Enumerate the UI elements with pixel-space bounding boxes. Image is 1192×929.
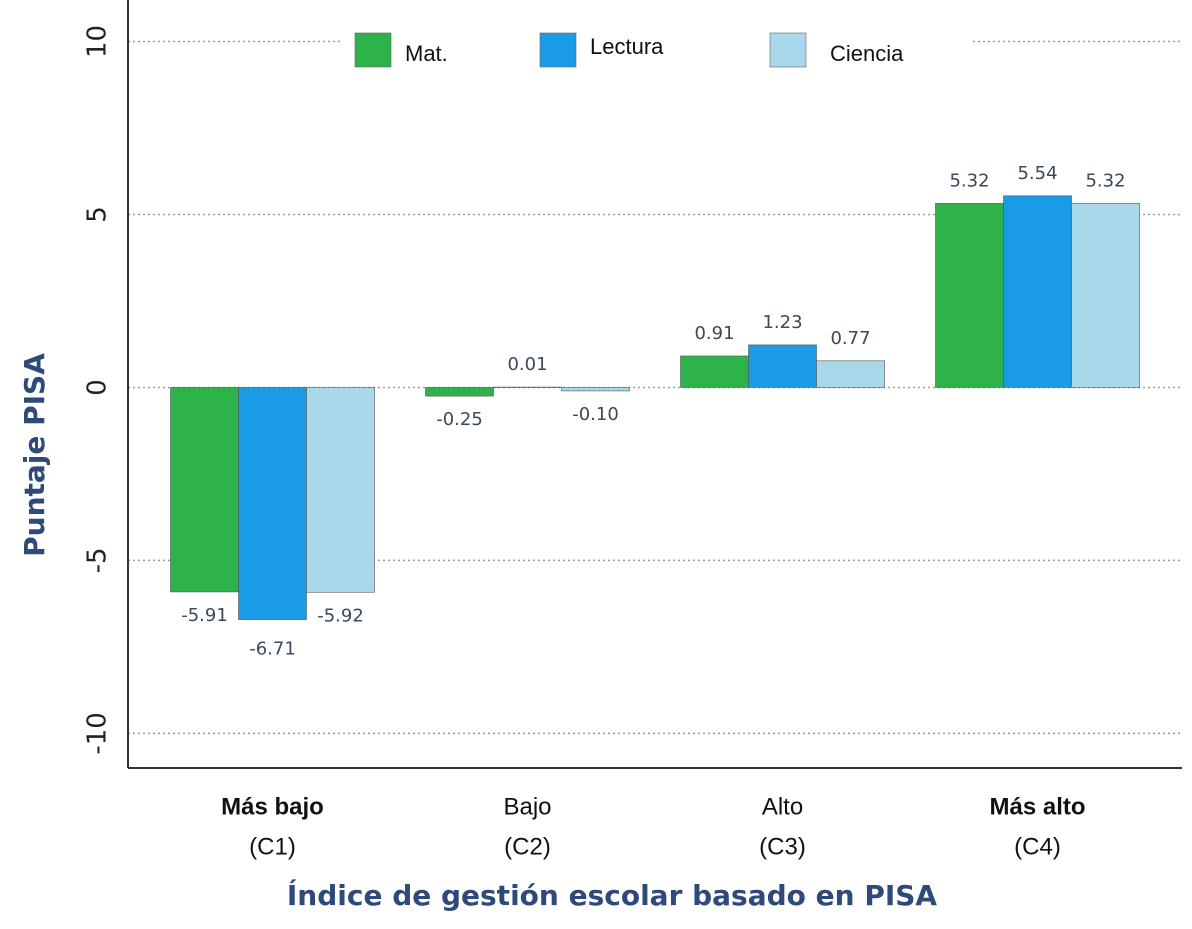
value-label: -0.10 bbox=[572, 404, 619, 425]
bar bbox=[749, 345, 817, 388]
value-label: 0.91 bbox=[694, 323, 734, 344]
bar bbox=[936, 203, 1004, 387]
x-tick-label: Bajo bbox=[503, 793, 551, 820]
x-tick-code: (C3) bbox=[759, 833, 806, 860]
x-tick-code: (C2) bbox=[504, 833, 551, 860]
bar bbox=[817, 361, 885, 388]
legend-swatch bbox=[540, 33, 576, 67]
value-label: -6.71 bbox=[249, 639, 296, 660]
x-tick-label: Más alto bbox=[989, 793, 1085, 820]
value-label: 0.01 bbox=[507, 354, 547, 375]
value-label: 5.32 bbox=[1085, 170, 1125, 191]
value-label: 0.77 bbox=[830, 328, 870, 349]
y-axis-title: Puntaje PISA bbox=[18, 353, 51, 557]
value-label: 5.54 bbox=[1017, 163, 1057, 184]
y-tick-label: 5 bbox=[83, 206, 113, 223]
x-tick-label: Alto bbox=[762, 793, 803, 820]
bar bbox=[1004, 196, 1072, 388]
value-label: 5.32 bbox=[949, 170, 989, 191]
bar bbox=[171, 387, 239, 591]
bar bbox=[307, 387, 375, 592]
bar bbox=[426, 387, 494, 396]
y-tick-label: -10 bbox=[83, 712, 113, 754]
legend-swatch bbox=[770, 33, 806, 67]
bar bbox=[681, 356, 749, 387]
y-tick-label: -5 bbox=[83, 547, 113, 573]
value-label: -5.91 bbox=[181, 605, 228, 626]
bar bbox=[562, 387, 630, 390]
x-axis-title: Índice de gestión escolar basado en PISA bbox=[287, 878, 938, 912]
value-label: -0.25 bbox=[436, 409, 483, 430]
x-tick-label: Más bajo bbox=[221, 793, 324, 820]
legend-label: Mat. bbox=[405, 41, 448, 66]
value-label: -5.92 bbox=[317, 605, 364, 626]
legend-label: Ciencia bbox=[830, 41, 904, 66]
y-tick-label: 10 bbox=[83, 25, 113, 58]
x-tick-code: (C1) bbox=[249, 833, 296, 860]
bar bbox=[239, 387, 307, 619]
y-tick-label: 0 bbox=[83, 379, 113, 396]
x-tick-code: (C4) bbox=[1014, 833, 1061, 860]
bar bbox=[1072, 203, 1140, 387]
value-label: 1.23 bbox=[762, 312, 802, 333]
legend-swatch bbox=[355, 33, 391, 67]
legend-label: Lectura bbox=[590, 34, 664, 59]
